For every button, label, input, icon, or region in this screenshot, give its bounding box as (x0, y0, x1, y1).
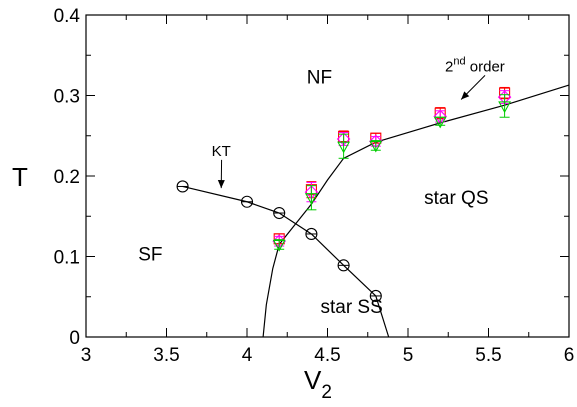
triangle-marker (272, 239, 286, 252)
x-tick-label: 6 (564, 345, 575, 366)
annotation-main: 2 (445, 58, 453, 75)
region-label: NF (307, 67, 332, 88)
triangle-marker (304, 193, 318, 205)
region-label: star QS (424, 188, 488, 209)
annotation-rest: order (466, 58, 505, 75)
y-tick-label: 0.4 (54, 6, 81, 27)
axis-ticks: 3 3.5 4 4.5 5 5.5 6 0 0.1 0.2 0.3 0.4 (54, 6, 575, 366)
y-tick-label: 0.2 (54, 167, 80, 188)
y-tick-label: 0 (69, 328, 80, 349)
triangle-marker (498, 101, 512, 114)
triangle-marker (337, 141, 351, 154)
region-label: star SS (320, 297, 382, 318)
x-tick-label: 4.5 (314, 345, 340, 366)
x-axis-title-subscript: 2 (321, 382, 332, 403)
x-tick-label: 5.5 (475, 345, 501, 366)
region-label: SF (138, 245, 162, 266)
annotation-label: KT (212, 143, 231, 160)
x-tick-label: 3 (81, 345, 92, 366)
data-points (176, 86, 512, 302)
x-axis-title: V2 (304, 365, 332, 403)
triangle-marker (433, 116, 447, 129)
y-tick-label: 0.3 (54, 87, 80, 108)
annotation-superscript: nd (453, 55, 465, 67)
x-tick-label: 3.5 (153, 345, 179, 366)
x-tick-label: 4 (242, 345, 253, 366)
triangle-marker (369, 140, 383, 153)
y-axis-title: T (12, 162, 28, 192)
second-order-transition-line (262, 84, 570, 338)
annotation-arrow-head (461, 91, 470, 100)
x-tick-label: 5 (403, 345, 414, 366)
annotation-arrow-head (217, 180, 225, 189)
chart-labels: NF SF star SS star QS KT 2nd order (138, 55, 505, 318)
y-tick-label: 0.1 (54, 248, 80, 269)
x-axis-title-main: V (304, 365, 322, 395)
annotation-label: 2nd order (445, 55, 505, 75)
